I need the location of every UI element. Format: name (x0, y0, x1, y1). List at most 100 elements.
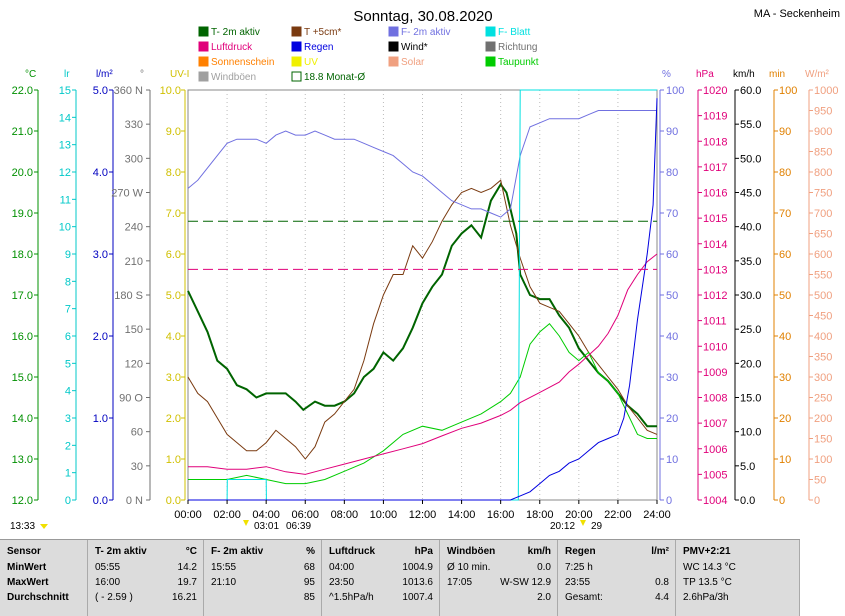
tick-label: 200 (814, 413, 832, 425)
tick-label: 700 (814, 208, 832, 220)
tick-label: 1016 (703, 188, 727, 200)
tick-label: 900 (814, 126, 832, 138)
legend-label: UV (304, 57, 318, 68)
tick-label: 30 (779, 372, 791, 384)
summary-value: 85 (303, 592, 315, 603)
tick-label: 1006 (703, 444, 727, 456)
tick-label: 6.0 (166, 249, 181, 261)
summary-value: 0.0 (537, 562, 551, 573)
summary-value: W-SW 12.9 (500, 577, 551, 588)
summary-value: 1004.9 (402, 562, 433, 573)
tick-label: 100 (666, 85, 684, 97)
summary-cell: 7:25 h (565, 562, 593, 573)
tick-label: 90 (666, 126, 678, 138)
tick-label: 50.0 (740, 153, 761, 165)
tick-label: 250 (814, 393, 832, 405)
summary-unit: % (306, 546, 315, 557)
tick-label: 30 (131, 461, 143, 473)
tick-label: 10.0 (160, 85, 181, 97)
x-tick-label: 04:00 (252, 509, 280, 521)
summary-header: Regen (565, 546, 596, 557)
legend-swatch (198, 41, 209, 52)
legend-label: F- 2m aktiv (401, 27, 450, 38)
tick-label: 60 (779, 249, 791, 261)
tick-label: 60 (666, 249, 678, 261)
legend-label: F- Blatt (498, 27, 530, 38)
summary-value: 4.4 (655, 592, 669, 603)
legend-swatch (198, 56, 209, 67)
tick-label: 6 (65, 331, 71, 343)
series-f-2m-aktiv (187, 110, 657, 218)
summary-column: Windböen km/h Ø 10 min. 0.0 17:05 W-SW 12.9 2.… (440, 540, 558, 616)
x-tick-label: 00:00 (174, 509, 202, 521)
tick-label: 17.0 (12, 290, 33, 302)
tick-label: 20.0 (12, 167, 33, 179)
tick-label: 40 (779, 331, 791, 343)
summary-cell: 15:55 (211, 562, 237, 573)
tick-label: 40 (666, 331, 678, 343)
summary-cell: 05:55 (95, 562, 121, 573)
x-tick-label: 08:00 (331, 509, 359, 521)
summary-value: 1007.4 (402, 592, 433, 603)
summary-column: T- 2m aktiv °C 05:55 14.2 16:00 19.7 ( - 2.59 … (88, 540, 204, 616)
legend-swatch (291, 56, 302, 67)
summary-value: 1013.6 (402, 577, 433, 588)
tick-label: 15.0 (740, 393, 761, 405)
tick-label: 18.0 (12, 249, 33, 261)
tick-label: 1004 (703, 495, 727, 507)
legend-swatch (291, 71, 302, 82)
summary-cell: TP 13.5 °C (683, 577, 732, 588)
tick-label: 1.0 (166, 454, 181, 466)
tick-label: 12 (59, 167, 71, 179)
summary-cell: 23:55 (565, 577, 591, 588)
axis-unit: km/h (733, 69, 755, 80)
tick-label: 1012 (703, 290, 727, 302)
summary-header: T- 2m aktiv (95, 546, 147, 557)
tick-label: 35.0 (740, 256, 761, 268)
x-tick-label: 02:00 (213, 509, 241, 521)
tick-label: 45.0 (740, 188, 761, 200)
axes: °C22.021.020.019.018.017.016.015.014.013… (12, 69, 839, 507)
tick-label: 1000 (814, 85, 838, 97)
tick-label: 150 (814, 434, 832, 446)
summary-unit: l/m² (651, 546, 669, 557)
x-tick-label: 24:00 (643, 509, 671, 521)
tick-label: 21.0 (12, 126, 33, 138)
summary-cell: 16:00 (95, 577, 121, 588)
series-luftdruck (188, 253, 658, 475)
tick-label: 70 (666, 208, 678, 220)
tick-label: 40.0 (740, 222, 761, 234)
tick-label: 30.0 (740, 290, 761, 302)
summary-value: 95 (303, 577, 315, 588)
legend-swatch (485, 26, 496, 37)
tick-label: 50 (666, 290, 678, 302)
tick-label: 0 (65, 495, 71, 507)
tick-label: 1008 (703, 393, 727, 405)
sunset2-label: 29 (591, 521, 603, 532)
tick-label: 14.0 (12, 413, 33, 425)
summary-unit: °C (185, 546, 197, 557)
summary-header: PMV+2:21 (683, 546, 731, 557)
legend-label: T +5cm* (304, 27, 341, 38)
tick-label: 20 (666, 413, 678, 425)
tick-label: 330 (125, 119, 143, 131)
summary-header: Windböen (447, 546, 496, 557)
tick-label: 360 N (114, 85, 143, 97)
axis-unit: min (769, 69, 785, 80)
tick-label: 1020 (703, 85, 727, 97)
axis-unit: hPa (696, 69, 714, 80)
tick-label: 10 (59, 222, 71, 234)
x-tick-label: 18:00 (526, 509, 554, 521)
legend-label: Richtung (498, 42, 537, 53)
tick-label: 25.0 (740, 324, 761, 336)
tick-label: 13.0 (12, 454, 33, 466)
tick-label: 10 (666, 454, 678, 466)
series-t-2m-aktiv (187, 182, 657, 428)
tick-label: 4 (65, 386, 71, 398)
summary-value: 16.21 (171, 592, 197, 603)
series-t-5cm- (187, 179, 658, 460)
tick-label: 3 (65, 413, 71, 425)
tick-label: 0.0 (740, 495, 755, 507)
series-lines (187, 89, 658, 501)
summary-value: 68 (303, 562, 315, 573)
